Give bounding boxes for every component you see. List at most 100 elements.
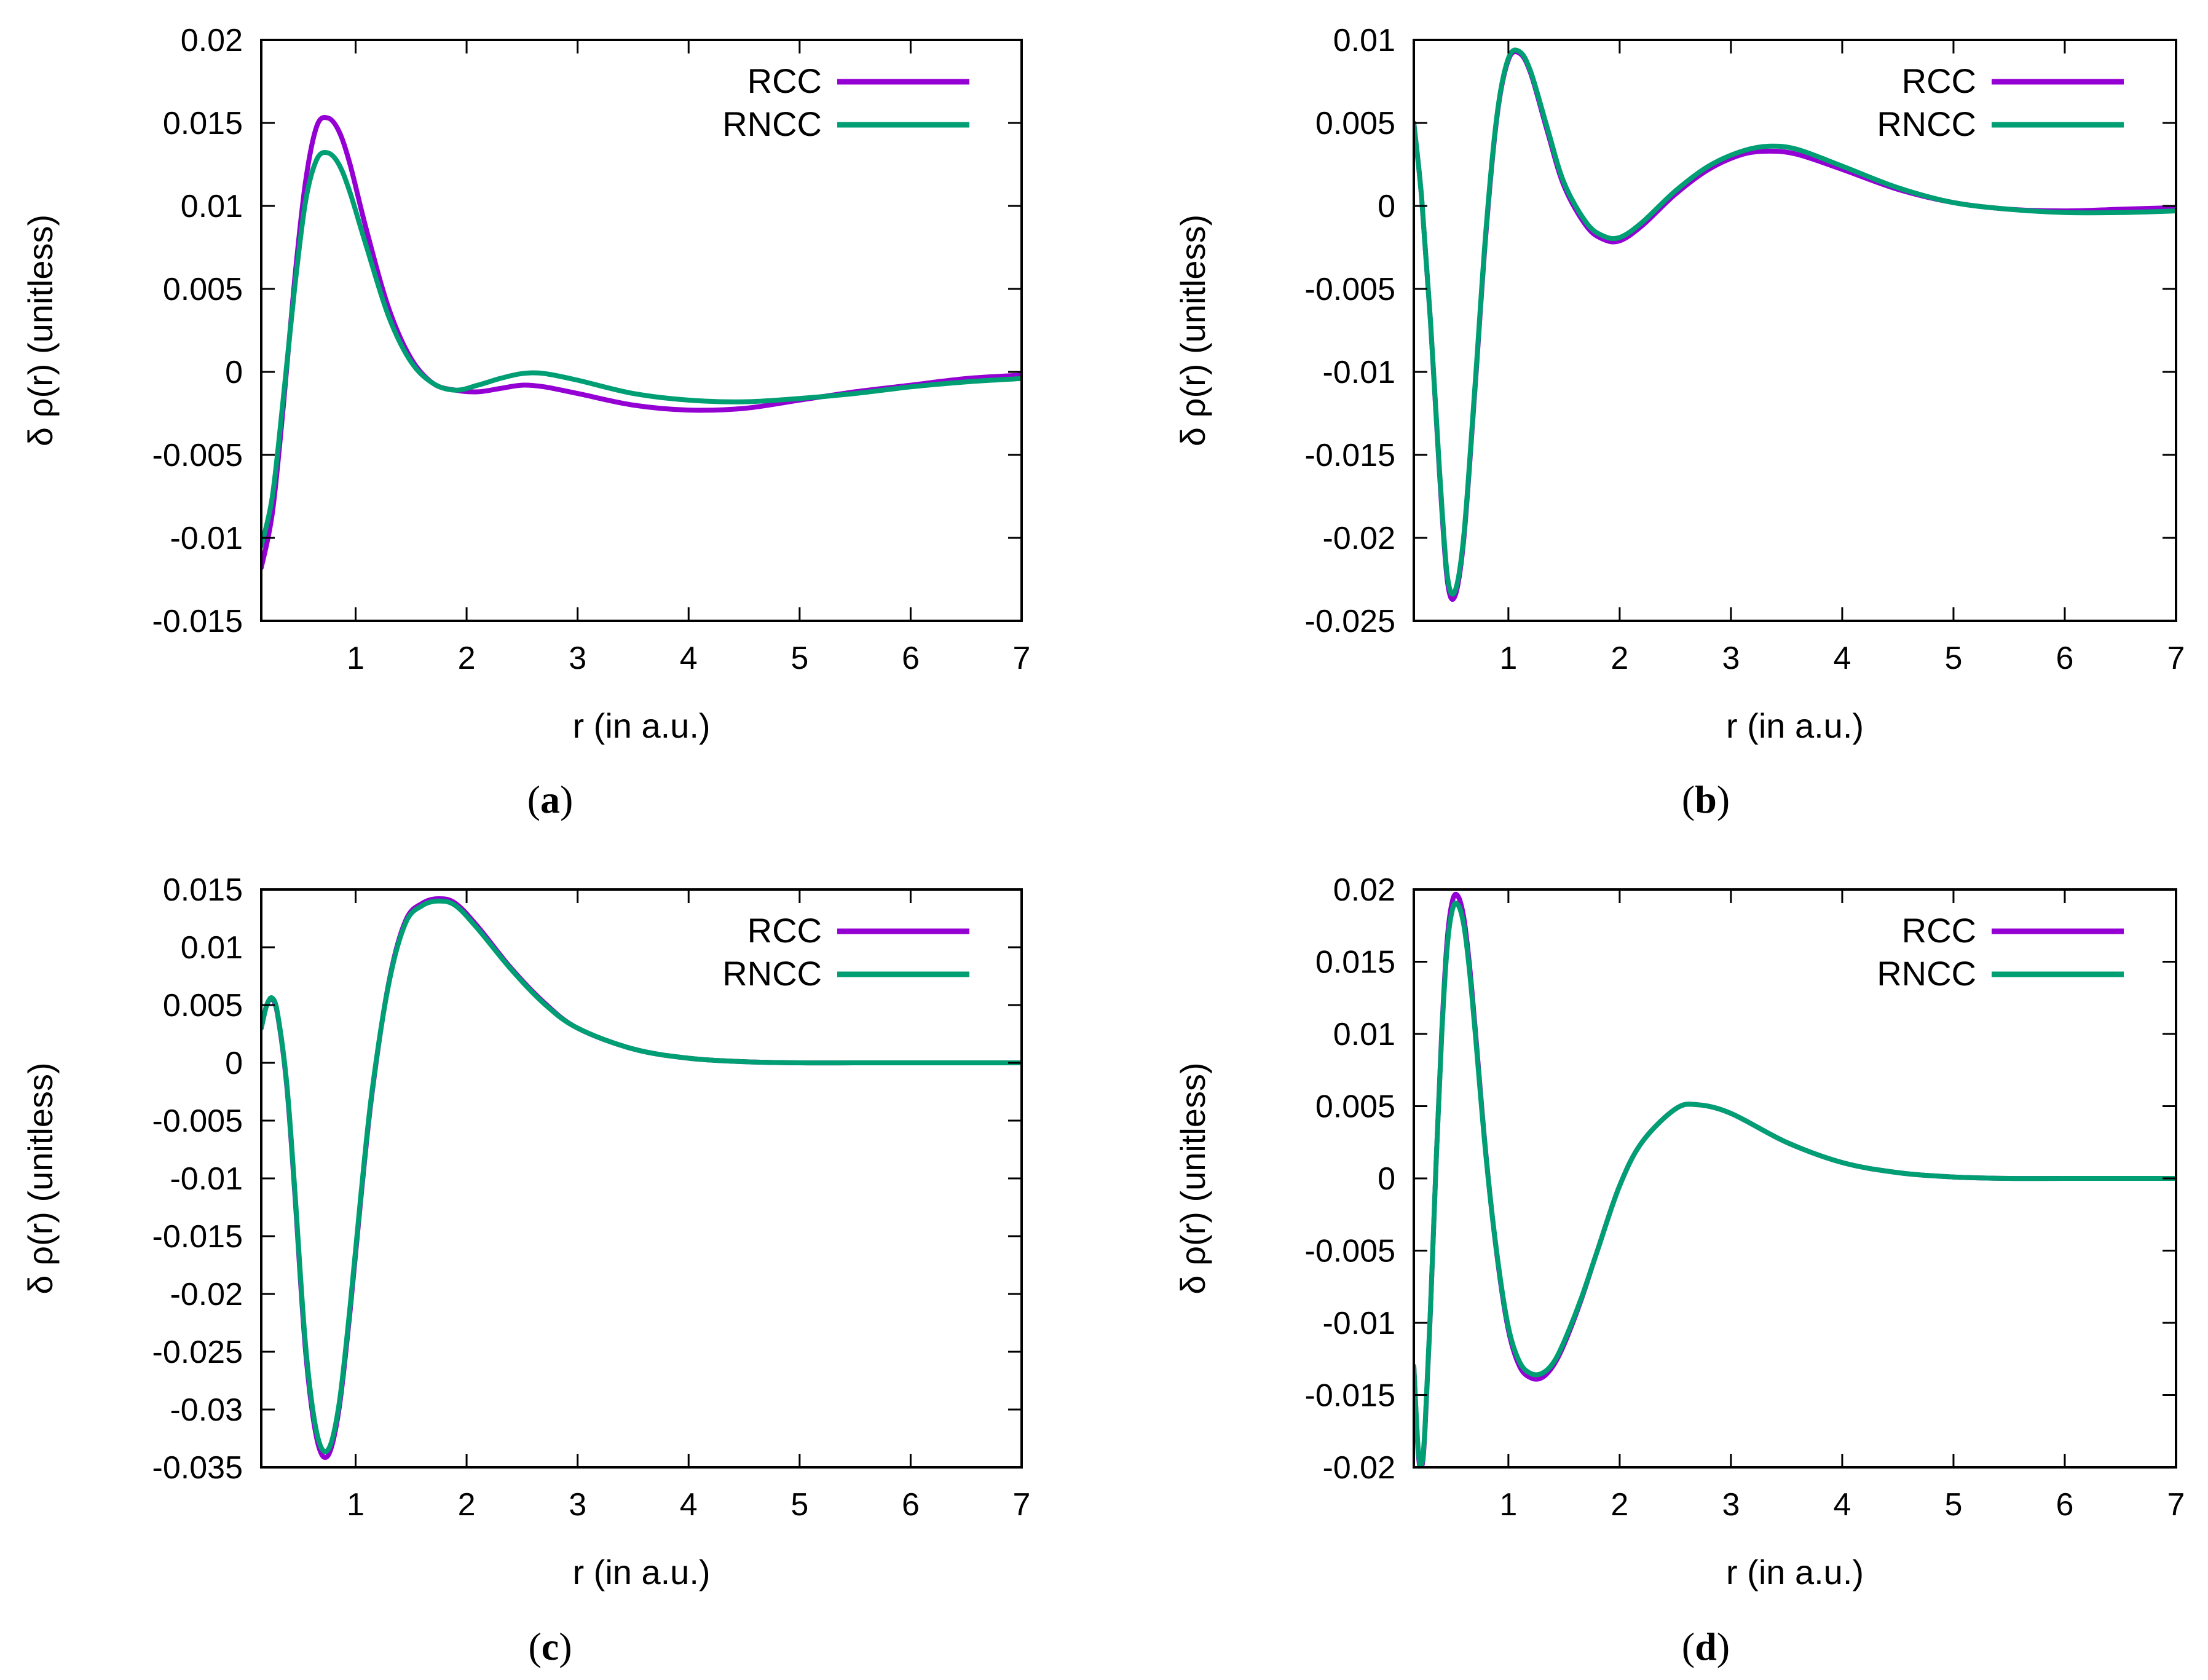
panel-caption: (c) [528, 1625, 572, 1668]
y-tick-label: 0.015 [163, 872, 243, 908]
caption-open-paren: ( [528, 1625, 541, 1668]
x-tick-label: 5 [1944, 641, 1962, 676]
y-tick-label: 0.015 [163, 106, 243, 141]
x-tick-label: 3 [1722, 641, 1740, 676]
x-tick-label: 6 [2056, 1487, 2074, 1523]
x-tick-label: 7 [1013, 1487, 1031, 1523]
y-tick-label: 0 [225, 1046, 243, 1081]
legend-label-rcc: RCC [1902, 61, 1976, 100]
x-tick-label: 6 [902, 1487, 920, 1523]
y-tick-label: 0.01 [1333, 23, 1395, 58]
x-tick-label: 6 [902, 641, 920, 676]
x-tick-label: 2 [1611, 641, 1628, 676]
plot-area [261, 896, 1022, 1461]
y-tick-label: -0.01 [1322, 355, 1395, 390]
y-tick-label: -0.015 [152, 604, 243, 639]
x-tick-label: 1 [1499, 641, 1517, 676]
x-tick-label: 3 [569, 1487, 586, 1523]
y-tick-label: -0.01 [170, 521, 243, 556]
caption-close-paren: ) [1717, 1625, 1730, 1668]
panel-b: 1 2 3 4 5 6 7 -0.025 -0.02 -0.015 -0.01 -0.005 0 0.00… [1173, 23, 2185, 821]
x-tick-label: 5 [1944, 1487, 1962, 1523]
legend-label-rcc: RCC [747, 911, 822, 950]
y-tick-label: 0.02 [1333, 872, 1395, 908]
y-tick-label: -0.005 [1305, 1234, 1395, 1269]
y-tick-label: -0.03 [170, 1392, 243, 1428]
panel-a: 1 2 3 4 5 6 7 -0.015 -0.01 -0.005 0 0.005 0.01 0.015 0… [21, 23, 1030, 821]
panel-caption: (d) [1682, 1625, 1730, 1668]
x-tick-label: 2 [458, 1487, 476, 1523]
caption-open-paren: ( [1682, 778, 1695, 821]
y-tick-label: -0.02 [1322, 1450, 1395, 1486]
legend-label-rncc: RNCC [722, 105, 822, 143]
caption-letter: b [1695, 778, 1717, 821]
x-tick-label: 2 [458, 641, 476, 676]
x-tick-label: 5 [791, 1487, 808, 1523]
y-tick-label: -0.025 [152, 1335, 243, 1370]
x-tick-label: 2 [1611, 1487, 1628, 1523]
series-line-rcc [1414, 891, 2176, 1467]
y-tick-label: -0.01 [170, 1161, 243, 1197]
y-tick-label: -0.01 [1322, 1306, 1395, 1341]
plot-area [261, 115, 1022, 570]
y-tick-label: -0.015 [152, 1219, 243, 1255]
y-tick-label: -0.02 [1322, 521, 1395, 556]
series-line-rcc [261, 115, 1022, 570]
legend-label-rncc: RNCC [1877, 954, 1976, 993]
x-tick-label: 7 [1013, 641, 1031, 676]
plot-area [1414, 891, 2176, 1467]
series-line-rncc [1414, 901, 2176, 1467]
y-axis-title: δ ρ(r) (unitless) [1173, 215, 1212, 446]
panel-d: 1 2 3 4 5 6 7 -0.02 -0.015 -0.01 -0.005 0 0.005 0.01 0… [1173, 872, 2185, 1668]
x-axis-title: r (in a.u.) [572, 706, 710, 745]
legend-label-rcc: RCC [747, 61, 822, 100]
y-tick-label: 0 [1378, 1161, 1395, 1197]
y-tick-label: 0.015 [1315, 945, 1395, 980]
panel-caption: (b) [1682, 778, 1730, 821]
x-tick-label: 3 [1722, 1487, 1740, 1523]
y-tick-label: -0.025 [1305, 604, 1395, 639]
x-tick-label: 7 [2167, 641, 2185, 676]
y-tick-label: 0.005 [1315, 1089, 1395, 1125]
y-tick-label: 0.01 [181, 189, 243, 224]
caption-close-paren: ) [1717, 778, 1730, 821]
caption-letter: a [540, 778, 560, 821]
y-tick-label: 0 [225, 355, 243, 390]
series-line-rncc [261, 149, 1022, 549]
caption-open-paren: ( [1682, 1625, 1695, 1668]
x-tick-label: 4 [1833, 1487, 1851, 1523]
y-tick-label: 0.02 [181, 23, 243, 58]
x-tick-label: 4 [680, 1487, 698, 1523]
caption-letter: d [1695, 1625, 1717, 1668]
legend-label-rncc: RNCC [722, 954, 822, 993]
legend-label-rcc: RCC [1902, 911, 1976, 950]
x-tick-label: 5 [791, 641, 808, 676]
x-axis-title: r (in a.u.) [1726, 1553, 1864, 1591]
panel-c: 1 2 3 4 5 6 7 -0.035 -0.03 -0.025 -0.02 -0.015 -0.01… [21, 872, 1030, 1668]
x-axis-title: r (in a.u.) [1726, 706, 1864, 745]
x-tick-label: 1 [1499, 1487, 1517, 1523]
y-tick-label: -0.005 [152, 1103, 243, 1139]
x-tick-label: 3 [569, 641, 586, 676]
plot-area [1414, 47, 2176, 602]
y-tick-label: 0.005 [163, 988, 243, 1023]
plot-frame [260, 39, 1023, 622]
plot-frame [1413, 39, 2177, 622]
y-tick-label: -0.005 [152, 438, 243, 473]
x-tick-label: 1 [347, 641, 365, 676]
y-axis-title: δ ρ(r) (unitless) [21, 1062, 60, 1294]
y-tick-label: -0.005 [1305, 272, 1395, 307]
caption-close-paren: ) [559, 1625, 572, 1668]
y-tick-label: 0.005 [163, 272, 243, 307]
caption-close-paren: ) [560, 778, 573, 821]
y-tick-label: -0.02 [170, 1277, 243, 1312]
caption-open-paren: ( [527, 778, 540, 821]
series-line-rncc [261, 898, 1022, 1454]
x-tick-label: 4 [1833, 641, 1851, 676]
y-tick-label: -0.015 [1305, 1378, 1395, 1414]
y-axis-title: δ ρ(r) (unitless) [1173, 1062, 1212, 1294]
x-axis-title: r (in a.u.) [572, 1553, 710, 1591]
y-tick-label: 0.01 [1333, 1017, 1395, 1052]
caption-letter: c [542, 1625, 559, 1668]
